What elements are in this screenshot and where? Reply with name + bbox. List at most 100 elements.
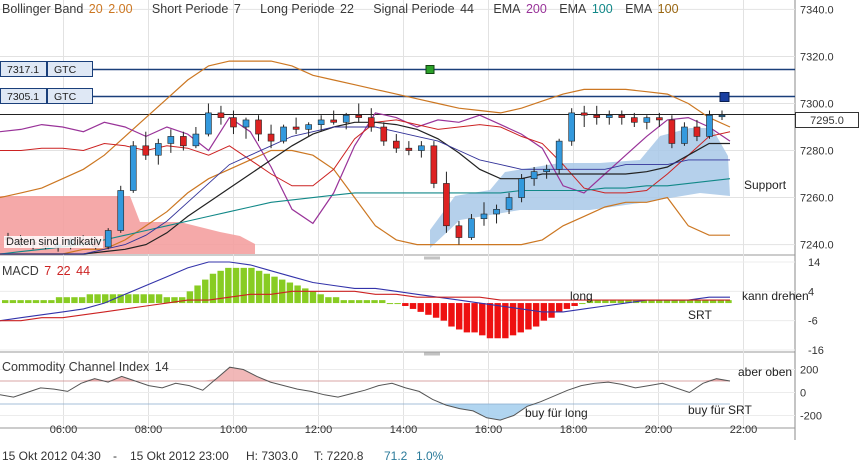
macd-histogram-bar bbox=[217, 270, 224, 304]
x-tick-label: 22:00 bbox=[730, 424, 758, 436]
candle-body bbox=[317, 119, 325, 125]
candle-body bbox=[468, 218, 475, 238]
legend-signal-value: 44 bbox=[460, 2, 474, 16]
macd-histogram-bar bbox=[594, 300, 601, 304]
macd-histogram-bar bbox=[202, 279, 209, 304]
candle-body bbox=[155, 143, 162, 156]
macd-histogram-bar bbox=[663, 300, 671, 304]
macd-histogram-bar bbox=[194, 285, 201, 304]
candle-body bbox=[129, 145, 137, 191]
macd-histogram-bar bbox=[656, 300, 663, 304]
cci-name: Commodity Channel Index bbox=[2, 360, 150, 374]
cci-line bbox=[0, 366, 731, 421]
macd-histogram-bar bbox=[417, 303, 424, 312]
macd-y-tick-label: -6 bbox=[808, 316, 818, 328]
macd-histogram-bar bbox=[409, 303, 417, 309]
macd-histogram-bar bbox=[332, 297, 340, 304]
y-tick-label: 7340.0 bbox=[800, 4, 834, 16]
macd-histogram-bar bbox=[232, 267, 240, 304]
macd-histogram-bar bbox=[140, 294, 147, 304]
macd-histogram-bar bbox=[32, 300, 40, 304]
annotation-long: long bbox=[570, 289, 593, 303]
cci-y-tick-label: 200 bbox=[800, 365, 818, 377]
annotation-buy-long: buy für long bbox=[525, 406, 588, 420]
candle-body bbox=[405, 147, 413, 151]
candle-body bbox=[693, 126, 701, 137]
footer-change: 71.2 bbox=[384, 449, 408, 463]
macd-histogram-bar bbox=[717, 300, 725, 304]
macd-histogram-bar bbox=[625, 300, 632, 304]
candle-body bbox=[530, 171, 538, 180]
macd-histogram-bar bbox=[571, 303, 578, 306]
macd-histogram-bar bbox=[548, 303, 555, 318]
macd-histogram-bar bbox=[702, 300, 709, 304]
candle-body bbox=[493, 209, 500, 215]
trend-line-black bbox=[0, 121, 730, 255]
candle-body bbox=[217, 112, 225, 118]
macd-histogram-bar bbox=[309, 291, 317, 304]
macd-param-2: 22 bbox=[56, 264, 71, 278]
gtc-button-1[interactable]: GTC bbox=[47, 61, 93, 77]
macd-legend: MACD 7 22 44 bbox=[2, 264, 92, 278]
gtc-button-2[interactable]: GTC bbox=[47, 88, 93, 104]
macd-histogram-bar bbox=[386, 303, 394, 305]
macd-histogram-bar bbox=[463, 303, 471, 333]
macd-histogram-bar bbox=[186, 291, 194, 304]
candle-body bbox=[455, 225, 463, 238]
candle-body bbox=[180, 136, 187, 147]
macd-histogram-bar bbox=[579, 303, 586, 305]
macd-y-tick-label: 4 bbox=[808, 286, 814, 298]
macd-histogram-bar bbox=[532, 303, 540, 327]
macd-histogram-bar bbox=[455, 303, 463, 330]
macd-histogram-bar bbox=[94, 294, 101, 304]
annotation-srt: SRT bbox=[688, 308, 712, 322]
macd-histogram-bar bbox=[286, 282, 294, 304]
annotation-buy-srt: buy für SRT bbox=[688, 403, 752, 417]
legend-ema2-value: 100 bbox=[591, 2, 613, 16]
candle-body bbox=[681, 126, 688, 144]
x-tick-label: 06:00 bbox=[50, 424, 78, 436]
footer-separator: - bbox=[113, 449, 117, 463]
cci-y-tick-label: -200 bbox=[800, 411, 822, 423]
macd-histogram-bar bbox=[78, 297, 86, 304]
annotation-aber-oben: aber oben bbox=[738, 365, 793, 379]
macd-histogram-bar bbox=[471, 303, 478, 333]
legend-short-label: Short Periode bbox=[151, 2, 229, 16]
macd-histogram-bar bbox=[294, 285, 301, 304]
order-price-tag-1[interactable]: 7317.1 bbox=[0, 61, 47, 77]
macd-histogram-bar bbox=[178, 297, 186, 304]
legend-bollinger-period: 20 bbox=[88, 2, 103, 16]
legend-ema3-value: 100 bbox=[657, 2, 679, 16]
candle-body bbox=[367, 117, 375, 128]
legend-bollinger-label: Bollinger Band bbox=[2, 2, 84, 16]
candle-body bbox=[443, 183, 450, 227]
signal-line-navy bbox=[0, 126, 730, 255]
macd-histogram-bar bbox=[9, 300, 17, 304]
macd-histogram-bar bbox=[679, 300, 686, 304]
macd-histogram-bar bbox=[609, 300, 617, 304]
legend-signal-label: Signal Periode bbox=[373, 2, 455, 16]
macd-histogram-bar bbox=[494, 303, 501, 339]
macd-histogram-bar bbox=[686, 300, 694, 304]
footer-low: T: 7220.8 bbox=[314, 449, 364, 463]
y-tick-label: 7320.0 bbox=[800, 51, 834, 63]
macd-histogram-bar bbox=[240, 267, 247, 304]
candle-body bbox=[543, 169, 550, 172]
x-tick-label: 18:00 bbox=[560, 424, 588, 436]
macd-histogram-bar bbox=[648, 300, 655, 304]
macd-histogram-bar bbox=[271, 276, 278, 304]
macd-histogram-bar bbox=[440, 303, 447, 321]
order-price-tag-2[interactable]: 7305.1 bbox=[0, 88, 47, 104]
macd-line bbox=[0, 261, 730, 322]
macd-resize-grip bbox=[424, 352, 440, 356]
macd-histogram-bar bbox=[317, 294, 324, 304]
macd-histogram-bar bbox=[302, 288, 309, 304]
ema-100-teal-line bbox=[0, 178, 731, 255]
macd-histogram-bar bbox=[279, 279, 286, 304]
macd-histogram-bar bbox=[617, 300, 624, 304]
legend-bollinger-dev: 2.00 bbox=[108, 2, 133, 16]
candle-body bbox=[242, 119, 250, 128]
bollinger-lower-line bbox=[0, 149, 730, 255]
